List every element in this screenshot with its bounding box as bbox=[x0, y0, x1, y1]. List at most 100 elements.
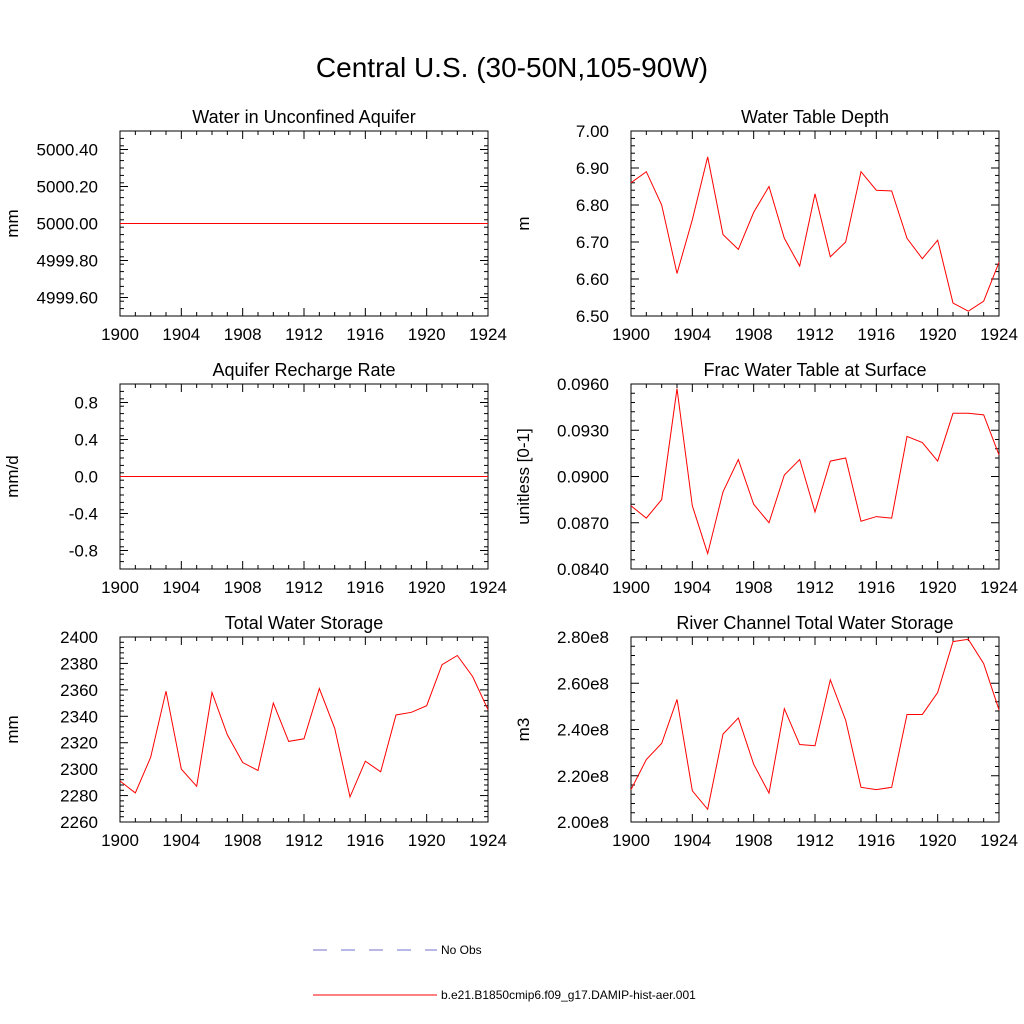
x-tick-label: 1904 bbox=[673, 325, 711, 344]
y-tick-label: 6.50 bbox=[576, 307, 609, 326]
y-tick-label: 2360 bbox=[60, 681, 98, 700]
panel-1: Water in Unconfined Aquifer mm 1900 1904 190… bbox=[3, 107, 507, 344]
y-tick-label: 0.4 bbox=[74, 431, 98, 450]
y-tick-label: 0.8 bbox=[74, 394, 98, 413]
y-tick-label: 6.80 bbox=[576, 196, 609, 215]
x-tick-label: 1920 bbox=[408, 325, 446, 344]
x-tick-label: 1920 bbox=[408, 578, 446, 597]
x-tick-label: 1900 bbox=[101, 831, 139, 850]
x-tick-label: 1916 bbox=[346, 325, 384, 344]
panel-6: River Channel Total Water Storage m3 1900 1… bbox=[514, 613, 1018, 850]
main-title: Central U.S. (30-50N,105-90W) bbox=[315, 52, 709, 83]
y-tick-label: 0.0 bbox=[74, 468, 98, 487]
x-tick-label: 1904 bbox=[162, 325, 200, 344]
x-tick-label: 1900 bbox=[101, 325, 139, 344]
y-axis-label: m3 bbox=[514, 718, 533, 742]
x-tick-label: 1900 bbox=[612, 831, 650, 850]
x-tick-label: 1912 bbox=[796, 578, 834, 597]
series-line bbox=[630, 638, 1000, 811]
x-tick-label: 1908 bbox=[735, 831, 773, 850]
x-tick-label: 1924 bbox=[980, 325, 1018, 344]
y-tick-label: 0.0900 bbox=[557, 468, 609, 487]
y-tick-label: 7.00 bbox=[576, 122, 609, 141]
x-tick-label: 1908 bbox=[224, 325, 262, 344]
legend: No Obs b.e21.B1850cmip6.f09_g17.DAMIP-his… bbox=[313, 943, 696, 1002]
panel-title: Frac Water Table at Surface bbox=[703, 360, 926, 380]
x-tick-label: 1900 bbox=[612, 578, 650, 597]
legend-label: No Obs bbox=[441, 943, 482, 957]
y-tick-label: 2400 bbox=[60, 628, 98, 647]
series-line bbox=[630, 388, 1000, 556]
y-tick-label: 4999.80 bbox=[37, 252, 98, 271]
x-tick-label: 1924 bbox=[980, 831, 1018, 850]
y-tick-label: 4999.60 bbox=[37, 289, 98, 308]
plot-frame bbox=[630, 130, 1000, 317]
panel-title: Aquifer Recharge Rate bbox=[212, 360, 395, 380]
panel-3: Aquifer Recharge Rate mm/d 1900 1904 1908 191… bbox=[3, 360, 507, 597]
y-tick-label: 6.90 bbox=[576, 159, 609, 178]
x-tick-label: 1920 bbox=[408, 831, 446, 850]
panel-title: Total Water Storage bbox=[225, 613, 383, 633]
y-axis-label: mm bbox=[3, 209, 22, 237]
panel-title: Water in Unconfined Aquifer bbox=[192, 107, 415, 127]
x-tick-label: 1916 bbox=[346, 578, 384, 597]
panel-4: Frac Water Table at Surface unitless [0-1… bbox=[514, 360, 1018, 597]
x-tick-label: 1904 bbox=[162, 578, 200, 597]
y-tick-label: 2340 bbox=[60, 707, 98, 726]
y-tick-label: 2.60e8 bbox=[557, 674, 609, 693]
x-tick-label: 1900 bbox=[612, 325, 650, 344]
y-tick-label: 2.20e8 bbox=[557, 767, 609, 786]
x-tick-label: 1920 bbox=[919, 578, 957, 597]
x-tick-label: 1916 bbox=[857, 831, 895, 850]
x-tick-label: 1924 bbox=[469, 578, 507, 597]
series-line bbox=[119, 654, 489, 799]
y-tick-label: 2260 bbox=[60, 813, 98, 832]
x-tick-label: 1912 bbox=[285, 578, 323, 597]
x-tick-label: 1924 bbox=[980, 578, 1018, 597]
x-tick-label: 1904 bbox=[673, 831, 711, 850]
y-tick-label: 0.0930 bbox=[557, 421, 609, 440]
y-tick-label: 6.70 bbox=[576, 233, 609, 252]
x-tick-label: 1916 bbox=[857, 325, 895, 344]
series-line bbox=[630, 156, 1000, 312]
x-tick-label: 1900 bbox=[101, 578, 139, 597]
y-tick-label: 5000.40 bbox=[37, 141, 98, 160]
y-tick-label: 2.40e8 bbox=[557, 721, 609, 740]
y-tick-label: -0.4 bbox=[69, 505, 98, 524]
panel-title: Water Table Depth bbox=[741, 107, 889, 127]
y-tick-label: -0.8 bbox=[69, 542, 98, 561]
y-tick-label: 5000.20 bbox=[37, 178, 98, 197]
panel-5: Total Water Storage mm 1900 1904 1908 1912 191… bbox=[3, 613, 507, 850]
x-tick-label: 1912 bbox=[796, 831, 834, 850]
plot-frame bbox=[630, 383, 1000, 570]
x-tick-label: 1904 bbox=[673, 578, 711, 597]
y-tick-label: 0.0840 bbox=[557, 560, 609, 579]
y-tick-label: 0.0870 bbox=[557, 514, 609, 533]
x-tick-label: 1908 bbox=[735, 578, 773, 597]
x-tick-label: 1908 bbox=[735, 325, 773, 344]
x-tick-label: 1920 bbox=[919, 831, 957, 850]
plot-frame bbox=[630, 636, 1000, 823]
x-tick-label: 1924 bbox=[469, 831, 507, 850]
y-axis-label: unitless [0-1] bbox=[514, 428, 533, 524]
legend-label: b.e21.B1850cmip6.f09_g17.DAMIP-hist-aer.… bbox=[441, 988, 696, 1002]
y-axis-label: mm/d bbox=[3, 455, 22, 498]
plot-frame bbox=[119, 636, 489, 823]
y-axis-label: mm bbox=[3, 715, 22, 743]
y-tick-label: 5000.00 bbox=[37, 215, 98, 234]
y-axis-label: m bbox=[514, 216, 533, 230]
panel-2: Water Table Depth m 1900 1904 1908 1912 1916 19… bbox=[514, 107, 1018, 344]
x-tick-label: 1912 bbox=[285, 325, 323, 344]
y-tick-label: 2.00e8 bbox=[557, 813, 609, 832]
y-tick-label: 2300 bbox=[60, 760, 98, 779]
x-tick-label: 1908 bbox=[224, 578, 262, 597]
x-tick-label: 1912 bbox=[285, 831, 323, 850]
x-tick-label: 1924 bbox=[469, 325, 507, 344]
x-tick-label: 1904 bbox=[162, 831, 200, 850]
x-tick-label: 1916 bbox=[346, 831, 384, 850]
x-tick-label: 1912 bbox=[796, 325, 834, 344]
x-tick-label: 1920 bbox=[919, 325, 957, 344]
y-tick-label: 6.60 bbox=[576, 270, 609, 289]
panel-title: River Channel Total Water Storage bbox=[676, 613, 953, 633]
